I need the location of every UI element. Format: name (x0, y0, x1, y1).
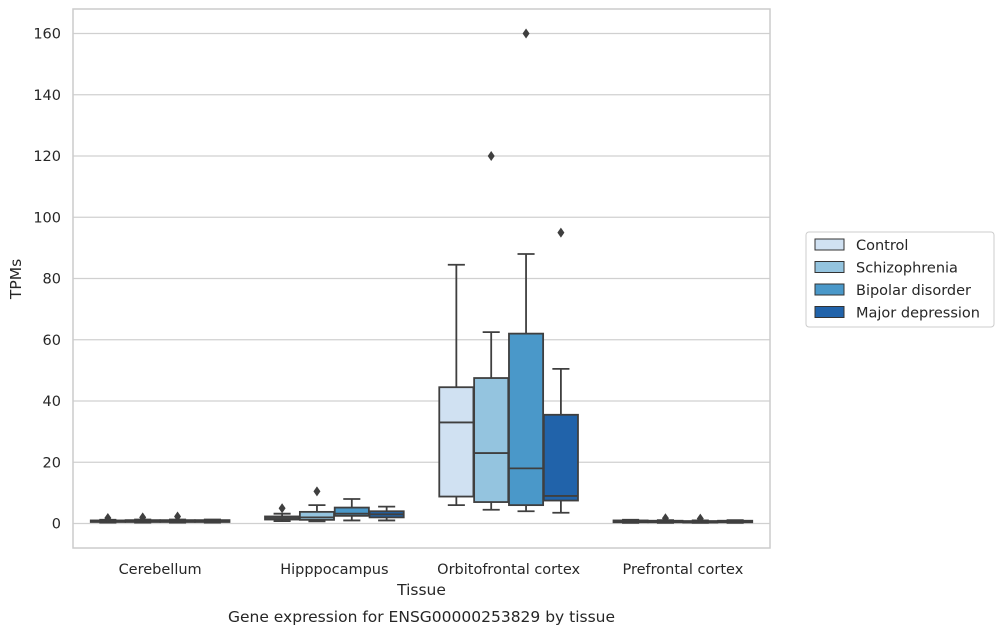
legend-item-major-depression: Major depression (814, 306, 980, 322)
x-axis-label: Tissue (396, 581, 446, 599)
legend-swatch (814, 238, 845, 251)
y-tick-label-140: 140 (33, 88, 61, 104)
box-control-0 (89, 512, 126, 524)
plot-area-frame (72, 8, 771, 549)
y-axis-label: TPMs (7, 259, 25, 300)
legend-item-schizophrenia: Schizophrenia (814, 261, 958, 277)
legend-label: Major depression (856, 306, 980, 322)
y-tick-label-20: 20 (43, 455, 61, 471)
outlier-point-0 (661, 513, 669, 524)
box-control-3 (612, 518, 649, 524)
outlier-point-0 (522, 28, 530, 39)
legend: Control Schizophrenia Bipolar disorder Majo… (805, 231, 995, 328)
box-schizophrenia-3 (647, 513, 684, 524)
box-iqr (333, 506, 370, 517)
box-iqr (508, 332, 545, 507)
outlier-point-0 (487, 151, 495, 161)
box-control-2 (438, 263, 475, 507)
box-bipolar-disorder-2 (508, 28, 545, 513)
outlier-point-0 (696, 513, 704, 524)
box-major-depression-2 (542, 227, 579, 514)
chart-caption: Gene expression for ENSG00000253829 by t… (228, 608, 615, 626)
outlier-point-0 (313, 486, 321, 497)
box-major-depression-3 (717, 519, 754, 524)
y-tick-labels: 0 20 40 60 80 100 120 140 160 (33, 27, 61, 533)
y-tick-label-60: 60 (43, 333, 61, 349)
box-iqr (473, 377, 510, 503)
outlier-point-0 (557, 227, 565, 238)
box-schizophrenia-2 (473, 151, 510, 511)
y-tick-label-80: 80 (43, 272, 61, 288)
gridlines (73, 32, 770, 525)
x-tick-labels: Cerebellum Hipppocampus Orbitofrontal cort… (119, 562, 744, 578)
legend-label: Bipolar disorder (856, 283, 971, 299)
legend-swatch (814, 283, 845, 296)
legend-label: Control (856, 238, 908, 254)
box-major-depression-0 (194, 518, 231, 524)
legend-frame (805, 231, 995, 328)
legend-item-bipolar-disorder: Bipolar disorder (814, 283, 971, 299)
x-tick-label-cerebellum: Cerebellum (119, 562, 202, 578)
legend-item-control: Control (814, 238, 908, 254)
x-tick-label-prefrontal-cortex: Prefrontal cortex (622, 562, 743, 578)
y-tick-label-40: 40 (43, 394, 61, 410)
box-iqr (298, 510, 335, 521)
y-tick-label-160: 160 (33, 27, 61, 43)
box-bipolar-disorder-0 (159, 511, 196, 524)
box-iqr (438, 386, 475, 498)
legend-swatch (814, 306, 845, 318)
y-tick-label-100: 100 (33, 210, 61, 226)
boxes (89, 28, 754, 524)
x-tick-label-orbitofrontal-cortex: Orbitofrontal cortex (437, 562, 580, 578)
x-tick-label-hipppocampus: Hipppocampus (280, 562, 388, 578)
legend-label: Schizophrenia (856, 261, 958, 277)
legend-swatch (814, 261, 845, 273)
box-schizophrenia-0 (124, 512, 161, 524)
outlier-point-0 (174, 511, 182, 522)
box-iqr (542, 413, 579, 502)
box-major-depression-1 (368, 505, 405, 522)
y-tick-label-120: 120 (33, 149, 61, 165)
legend-items: Control Schizophrenia Bipolar disorder Majo… (814, 238, 980, 322)
box-bipolar-disorder-3 (682, 513, 719, 524)
outlier-point-0 (278, 503, 286, 514)
box-control-1 (264, 503, 301, 522)
outlier-point-0 (104, 512, 112, 523)
outlier-point-0 (139, 512, 147, 523)
y-tick-label-0: 0 (52, 517, 61, 533)
box-bipolar-disorder-1 (333, 498, 370, 522)
box-schizophrenia-1 (298, 486, 335, 523)
